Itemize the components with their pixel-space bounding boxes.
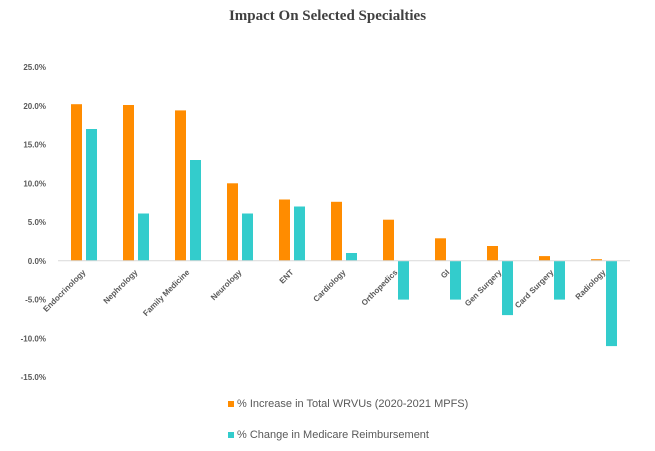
bar-wrvu-orthopedics (383, 219, 394, 261)
y-tick-label: 10.0% (23, 179, 46, 188)
y-tick-label: 25.0% (23, 63, 46, 72)
bar-reimbursement-orthopedics (398, 260, 409, 300)
bar-reimbursement-cardiology (346, 253, 357, 261)
bar-wrvu-ent (279, 199, 290, 261)
bar-wrvu-cardiology (331, 201, 342, 261)
bar-reimbursement-family-medicine (190, 160, 201, 261)
bar-wrvu-family-medicine (175, 110, 186, 261)
bar-wrvu-gen-surgery (487, 246, 498, 261)
y-tick-label: 0.0% (28, 257, 46, 266)
bar-reimbursement-radiology (606, 260, 617, 347)
y-tick-label: -15.0% (21, 373, 46, 382)
x-tick-label: GI (439, 268, 451, 280)
bar-wrvu-nephrology (123, 105, 134, 261)
y-tick-label: -10.0% (21, 334, 46, 343)
chart-title: Impact On Selected Specialties (228, 8, 427, 24)
x-tick-label: ENT (278, 268, 296, 286)
x-tick-label: Neurology (209, 267, 244, 302)
x-axis: Endocrinology Nephrology Family Medicine Ne… (41, 267, 607, 317)
y-tick-label: -5.0% (25, 296, 46, 305)
legend-item-wrvu: % Increase in Total WRVUs (2020-2021 MPF… (228, 398, 468, 410)
bars (71, 104, 617, 347)
bar-reimbursement-gi (450, 260, 461, 300)
x-tick-label: Nephrology (102, 267, 140, 305)
x-tick-label: Cardiology (312, 267, 348, 303)
y-axis: 25.0% 20.0% 15.0% 10.0% 5.0% 0.0% -5.0% -10.0% -… (21, 63, 46, 382)
bar-wrvu-neurology (227, 183, 238, 261)
legend-swatch-reimbursement (228, 432, 234, 439)
bar-reimbursement-neurology (242, 213, 253, 261)
legend-swatch-wrvu (228, 401, 234, 408)
bar-reimbursement-endocrinology (86, 129, 97, 261)
y-tick-label: 20.0% (23, 102, 46, 111)
bar-wrvu-endocrinology (71, 104, 82, 261)
legend-label-wrvu: % Increase in Total WRVUs (2020-2021 MPF… (237, 398, 469, 410)
bar-reimbursement-nephrology (138, 213, 149, 261)
x-tick-label: Endocrinology (41, 267, 87, 313)
x-tick-label: Orthopedics (360, 267, 400, 307)
bar-wrvu-gi (435, 238, 446, 261)
x-tick-label: Card Surgery (513, 267, 556, 310)
x-tick-label: Family Medicine (141, 267, 191, 317)
x-tick-label: Radiology (574, 267, 608, 301)
bar-reimbursement-card-surgery (554, 260, 565, 300)
legend-label-reimbursement: % Change in Medicare Reimbursement (237, 429, 429, 441)
x-tick-label: Gen Surgery (463, 267, 504, 308)
bar-reimbursement-ent (294, 206, 305, 261)
y-tick-label: 15.0% (23, 141, 46, 150)
bar-wrvu-card-surgery (539, 256, 550, 261)
y-tick-label: 5.0% (28, 218, 46, 227)
bar-wrvu-radiology (591, 259, 602, 261)
bar-reimbursement-gen-surgery (502, 260, 513, 316)
legend-item-reimbursement: % Change in Medicare Reimbursement (228, 429, 429, 441)
